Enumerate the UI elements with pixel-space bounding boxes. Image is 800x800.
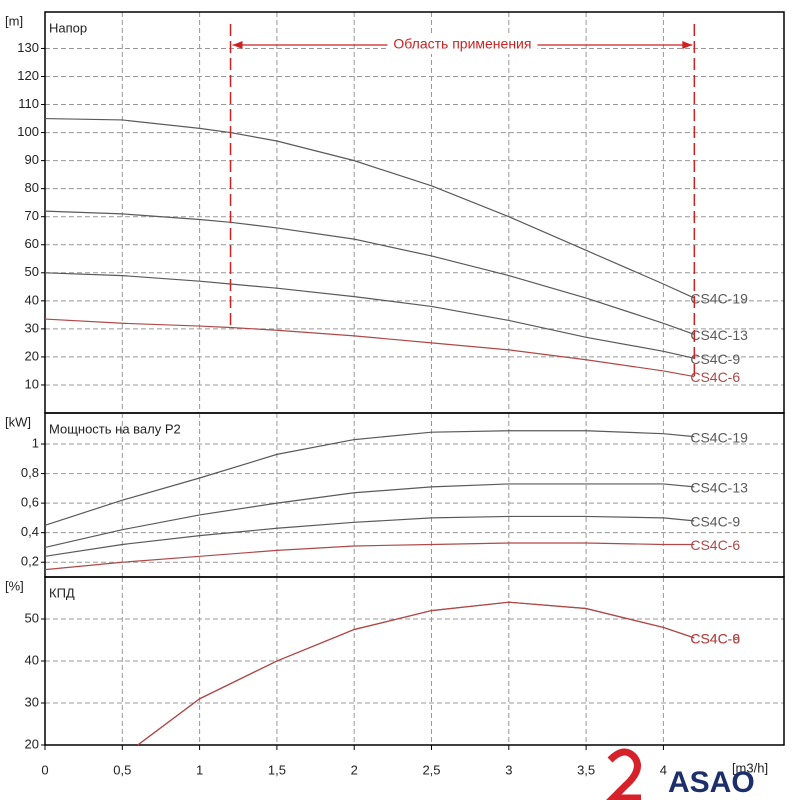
y-tick-label: 40 [25,292,39,307]
series-label: CS4C-9 [690,514,740,530]
y-tick-label: 0,2 [21,554,39,569]
plot-frame [44,576,785,746]
x-tick-label: 3,5 [577,762,595,777]
y-unit: [m] [5,13,23,28]
curve [44,542,695,571]
y-tick-label: 0,6 [21,495,39,510]
series-label: CS4C-9 [690,631,740,647]
y-tick-label: 0,4 [21,524,39,539]
y-tick-label: 30 [25,694,39,709]
x-tick-label: 3 [505,762,512,777]
curve [44,210,695,336]
panel-title: Напор [49,20,87,35]
x-tick-label: 0 [41,762,48,777]
y-tick-label: 1 [32,435,39,450]
y-tick-label: 110 [18,96,39,111]
x-tick-label: 4 [660,762,667,777]
y-tick-label: 80 [25,180,39,195]
x-tick-label: 1,5 [268,762,286,777]
y-tick-label: 40 [25,652,39,667]
curve [44,318,695,378]
y-tick-label: 90 [25,152,39,167]
series-label: CS4C-19 [690,429,748,445]
x-axis-label: [m3/h] [732,760,768,775]
curve [44,117,695,299]
y-unit: [kW] [5,414,31,429]
series-label: CS4C-6 [690,369,740,385]
label-bg [387,36,538,54]
y-tick-label: 130 [17,40,39,55]
y-tick-label: 50 [25,264,39,279]
series-label: CS4C-6 [690,537,740,553]
y-tick-label: 20 [25,348,39,363]
x-tick-label: 2 [351,762,358,777]
y-tick-label: 20 [25,736,39,751]
y-tick-label: 100 [17,124,39,139]
y-tick-label: 120 [17,68,39,83]
y-tick-label: 30 [25,320,39,335]
x-tick-label: 1 [196,762,203,777]
series-label: CS4C-6 [690,631,740,647]
x-tick-label: 0,5 [113,762,131,777]
range-label: Область применения [393,36,531,52]
y-tick-label: 50 [25,610,39,625]
series-label: CS4C-19 [690,291,748,307]
logo: ASAO [606,748,755,800]
series-label: CS4C-13 [690,327,748,343]
y-tick-label: 60 [25,236,39,251]
x-tick-label: 2,5 [422,762,440,777]
series-label: CS4C-9 [690,351,740,367]
y-tick-label: 10 [25,376,39,391]
curve [44,483,695,549]
y-tick-label: 0,8 [21,465,39,480]
curve [137,601,695,746]
panel-title: Мощность на валу P2 [49,421,181,436]
curve [44,272,695,359]
curve [44,430,695,526]
logo-text: ASAO [668,766,755,799]
logo-mark [606,748,641,800]
y-tick-label: 70 [25,208,39,223]
panel-title: КПД [49,585,75,600]
series-label: CS4C-13 [690,480,748,496]
curve [44,515,695,557]
y-unit: [%] [5,578,24,593]
